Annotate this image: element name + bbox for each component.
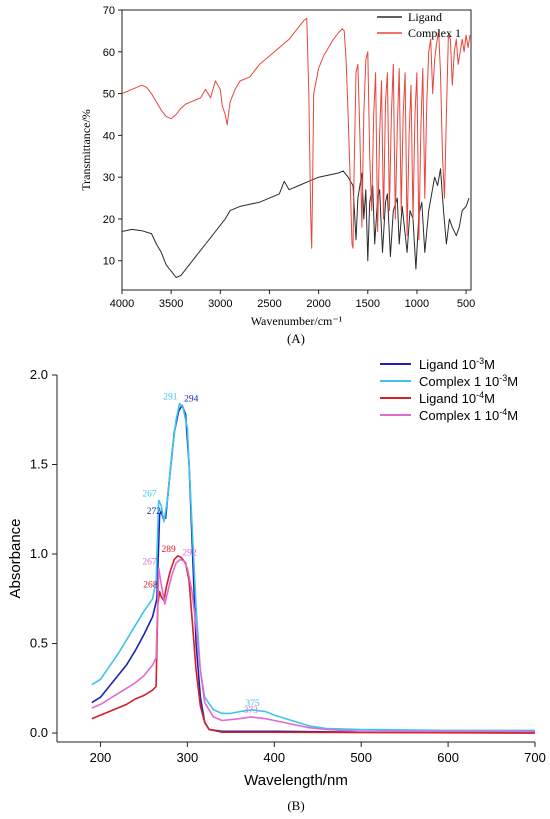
peak-label: 289 bbox=[162, 545, 177, 555]
x-tick-label: 3000 bbox=[208, 298, 232, 310]
legend-name: Ligand 10 bbox=[419, 391, 476, 406]
legend-name: Complex 1 10 bbox=[419, 374, 499, 389]
uv-vis-spectrum-chart: 200 300 400 500 600 700 0.0 0.5 1.0 1.5 2.0 Wavelen… bbox=[7, 356, 546, 789]
legend-exponent: -4 bbox=[476, 390, 484, 400]
legend-exponent: -4 bbox=[499, 407, 507, 417]
y-tick-label: 1.5 bbox=[30, 457, 48, 472]
x-tick-label: 2000 bbox=[306, 298, 330, 310]
y-axis-label: Transmittance/% bbox=[79, 109, 93, 191]
y-tick-label: 20 bbox=[103, 214, 115, 226]
legend-label: Ligand bbox=[408, 10, 442, 24]
peak-label: 375 bbox=[245, 699, 260, 709]
x-tick-label: 300 bbox=[177, 750, 199, 765]
peak-label: 292 bbox=[182, 548, 197, 558]
plot-frame bbox=[121, 9, 472, 291]
x-tick-label: 600 bbox=[437, 750, 459, 765]
x-tick-label: 3500 bbox=[159, 298, 183, 310]
panel-b-label: (B) bbox=[287, 798, 304, 813]
peak-label: 373 bbox=[244, 706, 259, 716]
ir-spectrum-chart: 4000 3500 3000 2500 2000 1500 1000 500 10 20 30 40 5… bbox=[79, 5, 475, 328]
y-tick-label: 70 bbox=[103, 5, 115, 17]
y-tick-label: 30 bbox=[103, 172, 115, 184]
peak-label: 267 bbox=[142, 557, 157, 567]
y-tick-label: 2.0 bbox=[30, 367, 48, 382]
peak-label: 268 bbox=[143, 581, 158, 591]
y-tick-label: 50 bbox=[103, 89, 115, 101]
x-tick-label: 500 bbox=[457, 298, 475, 310]
legend-name: Ligand 10 bbox=[419, 357, 476, 372]
legend-unit: M bbox=[484, 357, 495, 372]
panel-a-label: (A) bbox=[287, 331, 305, 346]
y-tick-label: 60 bbox=[103, 47, 115, 59]
series-line-complex-1 bbox=[121, 17, 471, 249]
x-tick-label: 1500 bbox=[356, 298, 380, 310]
x-tick-label: 400 bbox=[263, 750, 285, 765]
peak-label: 272 bbox=[147, 507, 162, 517]
legend-exponent: -3 bbox=[499, 373, 507, 383]
peak-label: 291 bbox=[163, 393, 178, 403]
x-tick-label: 700 bbox=[524, 750, 546, 765]
series-line-4 bbox=[91, 558, 535, 733]
legend-unit: M bbox=[484, 391, 495, 406]
legend-label: Complex 1 10-3M bbox=[419, 373, 518, 389]
y-tick-label: 40 bbox=[103, 130, 115, 142]
legend-exponent: -3 bbox=[476, 356, 484, 366]
x-tick-label: 200 bbox=[90, 750, 112, 765]
legend-label: Complex 1 bbox=[408, 26, 461, 40]
y-tick-label: 10 bbox=[103, 256, 115, 268]
peak-label: 294 bbox=[184, 394, 199, 404]
legend-name: Complex 1 10 bbox=[419, 408, 499, 423]
legend-unit: M bbox=[507, 408, 518, 423]
x-tick-label: 2500 bbox=[257, 298, 281, 310]
x-tick-label: 4000 bbox=[110, 298, 134, 310]
legend-label: Ligand 10-4M bbox=[419, 390, 495, 406]
series-line-3 bbox=[91, 555, 536, 734]
peak-label: 267 bbox=[142, 489, 157, 499]
x-axis-label: Wavelength/nm bbox=[244, 772, 348, 789]
y-tick-label: 0.0 bbox=[30, 725, 48, 740]
x-axis-label: Wavenumber/cm⁻¹ bbox=[251, 314, 343, 328]
legend-label: Complex 1 10-4M bbox=[419, 407, 518, 423]
x-tick-label: 500 bbox=[350, 750, 372, 765]
y-tick-label: 1.0 bbox=[30, 546, 48, 561]
series-line-2 bbox=[91, 402, 535, 732]
series-line-ligand bbox=[121, 168, 470, 278]
y-tick-label: 0.5 bbox=[30, 636, 48, 651]
legend-unit: M bbox=[507, 374, 518, 389]
x-tick-label: 1000 bbox=[405, 298, 429, 310]
y-axis-label: Absorbance bbox=[7, 518, 24, 598]
legend-label: Ligand 10-3M bbox=[419, 356, 495, 372]
